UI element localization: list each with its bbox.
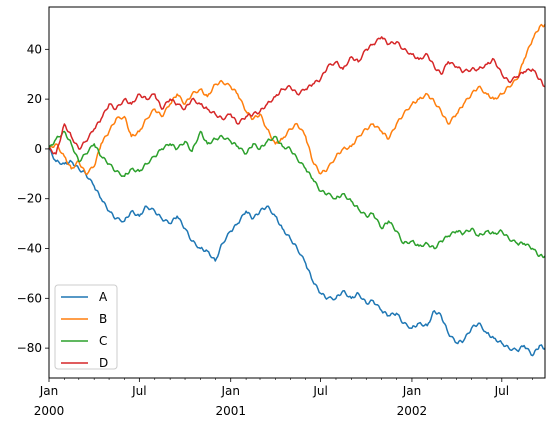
y-axis: −80 −60 −40 −20 0 20 40 bbox=[17, 42, 49, 355]
x-tick-year-label: 2000 bbox=[34, 404, 65, 418]
x-tick-label: Jan bbox=[39, 384, 59, 398]
series-line-b bbox=[48, 23, 546, 175]
y-tick-label: −40 bbox=[17, 242, 42, 256]
y-tick-label: 40 bbox=[27, 42, 42, 56]
legend-label-b: B bbox=[99, 312, 107, 326]
x-tick-label: Jan bbox=[402, 384, 422, 398]
x-tick-year-label: 2002 bbox=[397, 404, 428, 418]
plot-lines bbox=[48, 23, 546, 357]
y-tick-label: −20 bbox=[17, 192, 42, 206]
series-line-d bbox=[48, 36, 546, 155]
y-tick-label: 20 bbox=[27, 92, 42, 106]
legend-label-c: C bbox=[99, 334, 107, 348]
x-tick-label: Jul bbox=[494, 384, 509, 398]
y-tick-label: 0 bbox=[34, 142, 42, 156]
x-axis: Jan 2000 Jul Jan 2001 Jul Jan 2002 Jul bbox=[34, 378, 533, 418]
y-tick-label: −80 bbox=[17, 341, 42, 355]
x-tick-year-label: 2001 bbox=[215, 404, 246, 418]
axes-frame bbox=[48, 6, 546, 379]
legend-label-a: A bbox=[99, 290, 108, 304]
x-tick-label: Jul bbox=[131, 384, 146, 398]
x-tick-label: Jul bbox=[312, 384, 327, 398]
y-tick-label: −60 bbox=[17, 291, 42, 305]
legend-label-d: D bbox=[99, 356, 108, 370]
x-tick-label: Jan bbox=[220, 384, 240, 398]
series-line-c bbox=[48, 130, 546, 259]
legend-box bbox=[54, 284, 118, 370]
series-line-a bbox=[48, 148, 546, 357]
